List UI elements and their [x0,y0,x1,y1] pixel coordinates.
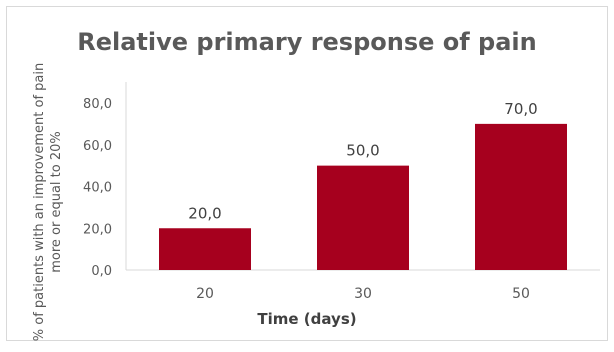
bar-value-label: 20,0 [188,204,221,222]
bar-value-label: 70,0 [504,100,537,118]
y-tick-label: 0,0 [91,264,112,279]
bar [317,165,409,270]
bar [475,123,567,270]
chart-title: Relative primary response of pain [77,28,537,56]
y-tick-label: 20,0 [83,222,112,237]
bar-value-label: 50,0 [346,142,379,160]
y-tick-label: 80,0 [83,97,112,112]
x-axis-label: Time (days) [257,310,357,328]
x-tick-label: 30 [354,286,372,302]
x-tick-label: 20 [196,286,214,302]
x-tick-label: 50 [512,286,530,302]
y-tick-label: 60,0 [83,139,112,154]
bar [159,228,251,270]
y-tick-label: 40,0 [83,181,112,196]
